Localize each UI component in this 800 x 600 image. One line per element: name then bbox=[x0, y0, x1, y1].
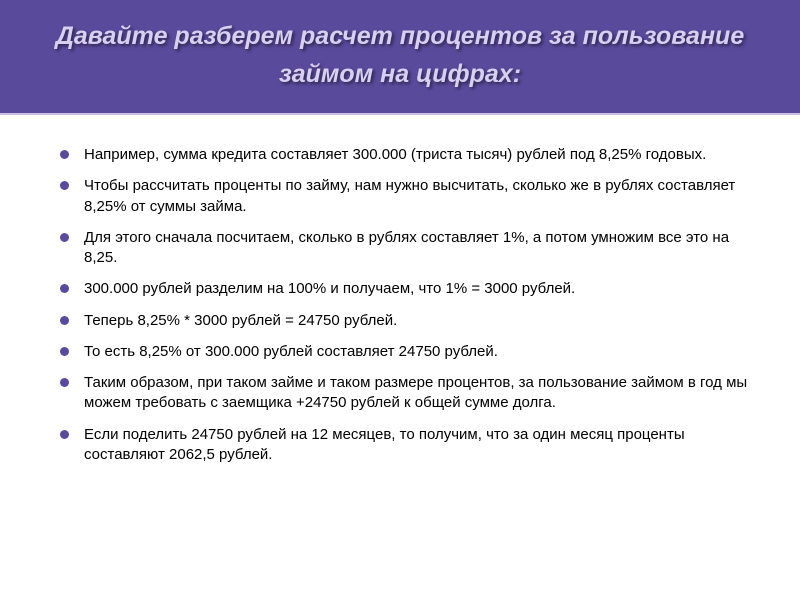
slide: Давайте разберем расчет процентов за пол… bbox=[0, 0, 800, 600]
list-item: Чтобы рассчитать проценты по займу, нам … bbox=[60, 176, 750, 217]
bullet-list: Например, сумма кредита составляет 300.0… bbox=[60, 145, 750, 465]
slide-content: Например, сумма кредита составляет 300.0… bbox=[0, 115, 800, 600]
list-item: Если поделить 24750 рублей на 12 месяцев… bbox=[60, 425, 750, 466]
list-item: Теперь 8,25% * 3000 рублей = 24750 рубле… bbox=[60, 311, 750, 331]
list-item: То есть 8,25% от 300.000 рублей составля… bbox=[60, 342, 750, 362]
list-item: Для этого сначала посчитаем, сколько в р… bbox=[60, 228, 750, 269]
slide-header: Давайте разберем расчет процентов за пол… bbox=[0, 0, 800, 115]
list-item: 300.000 рублей разделим на 100% и получа… bbox=[60, 279, 750, 299]
slide-title: Давайте разберем расчет процентов за пол… bbox=[30, 18, 770, 93]
list-item: Таким образом, при таком займе и таком р… bbox=[60, 373, 750, 414]
list-item: Например, сумма кредита составляет 300.0… bbox=[60, 145, 750, 165]
